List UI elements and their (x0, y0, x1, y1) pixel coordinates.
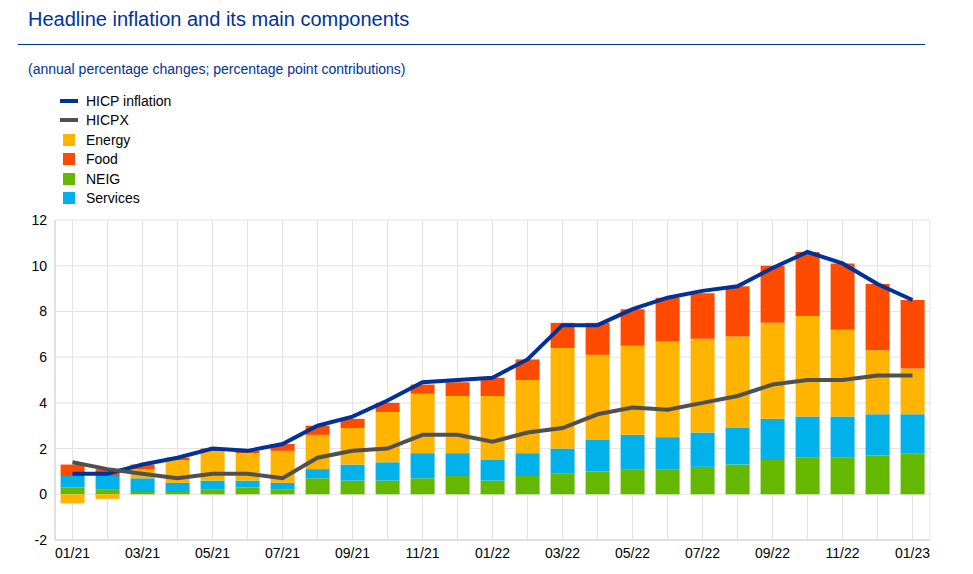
svg-text:2: 2 (39, 441, 47, 457)
html-text:HICPX: HICPX (86, 112, 129, 129)
svg-text:12: 12 (31, 212, 47, 228)
html-text:HICP inflation: HICP inflation (86, 92, 172, 109)
svg-text:03/21: 03/21 (125, 545, 160, 561)
svg-text:05/22: 05/22 (615, 545, 650, 561)
svg-text:4: 4 (39, 395, 47, 411)
html-text:Food: Food (86, 151, 118, 168)
svg-text:01/23: 01/23 (895, 545, 930, 561)
svg-text:10: 10 (31, 258, 47, 274)
svg-text:07/22: 07/22 (685, 545, 720, 561)
html-text:Headline inflation and its mai: Headline inflation and its main componen… (28, 8, 410, 30)
html-text:Services: Services (86, 190, 140, 207)
svg-text:03/22: 03/22 (545, 545, 580, 561)
svg-text:-2: -2 (35, 532, 48, 548)
svg-text:01/21: 01/21 (55, 545, 90, 561)
svg-text:01/22: 01/22 (475, 545, 510, 561)
svg-text:8: 8 (39, 303, 47, 319)
html-text:(annual percentage changes; pe: (annual percentage changes; percentage p… (28, 61, 406, 77)
svg-text:09/22: 09/22 (755, 545, 790, 561)
svg-text:07/21: 07/21 (265, 545, 300, 561)
svg-text:0: 0 (39, 486, 47, 502)
svg-text:05/21: 05/21 (195, 545, 230, 561)
svg-text:6: 6 (39, 349, 47, 365)
svg-text:11/22: 11/22 (826, 545, 860, 561)
svg-text:11/21: 11/21 (406, 545, 440, 561)
svg-text:09/21: 09/21 (335, 545, 370, 561)
html-text:NEIG: NEIG (86, 170, 121, 187)
html-text:Energy: Energy (86, 131, 131, 148)
